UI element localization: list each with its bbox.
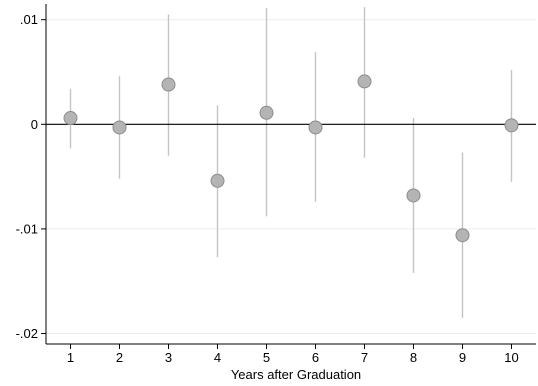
- y-tick-label-3: -.02: [16, 326, 38, 341]
- data-point-10: [504, 118, 519, 133]
- x-tick-label-5: 5: [263, 350, 270, 365]
- x-tick-label-9: 9: [459, 350, 466, 365]
- data-points: [63, 74, 519, 243]
- y-axis-ticks: .01 0 -.01 -.02: [16, 12, 46, 341]
- x-tick-label-3: 3: [165, 350, 172, 365]
- x-tick-label-4: 4: [214, 350, 221, 365]
- data-point-3: [161, 77, 176, 92]
- x-tick-label-2: 2: [116, 350, 123, 365]
- y-tick-label-0: .01: [20, 12, 38, 27]
- data-point-5: [259, 105, 274, 120]
- data-point-4: [210, 173, 225, 188]
- data-point-8: [406, 188, 421, 203]
- y-tick-label-1: 0: [31, 117, 38, 132]
- x-tick-label-10: 10: [504, 350, 518, 365]
- confidence-intervals: [69, 7, 513, 318]
- x-tick-label-8: 8: [410, 350, 417, 365]
- x-axis-label: Years after Graduation: [231, 367, 361, 382]
- data-point-2: [112, 120, 127, 135]
- y-tick-label-2: -.01: [16, 221, 38, 236]
- data-point-1: [63, 111, 78, 126]
- data-point-7: [357, 74, 372, 89]
- grid-lines: [46, 19, 536, 335]
- data-point-9: [455, 228, 470, 243]
- x-tick-label-7: 7: [361, 350, 368, 365]
- data-point-6: [308, 120, 323, 135]
- x-tick-label-1: 1: [67, 350, 74, 365]
- x-tick-label-6: 6: [312, 350, 319, 365]
- x-axis-ticks: 1 2 3 4 5 6 7 8 9 10: [67, 344, 519, 365]
